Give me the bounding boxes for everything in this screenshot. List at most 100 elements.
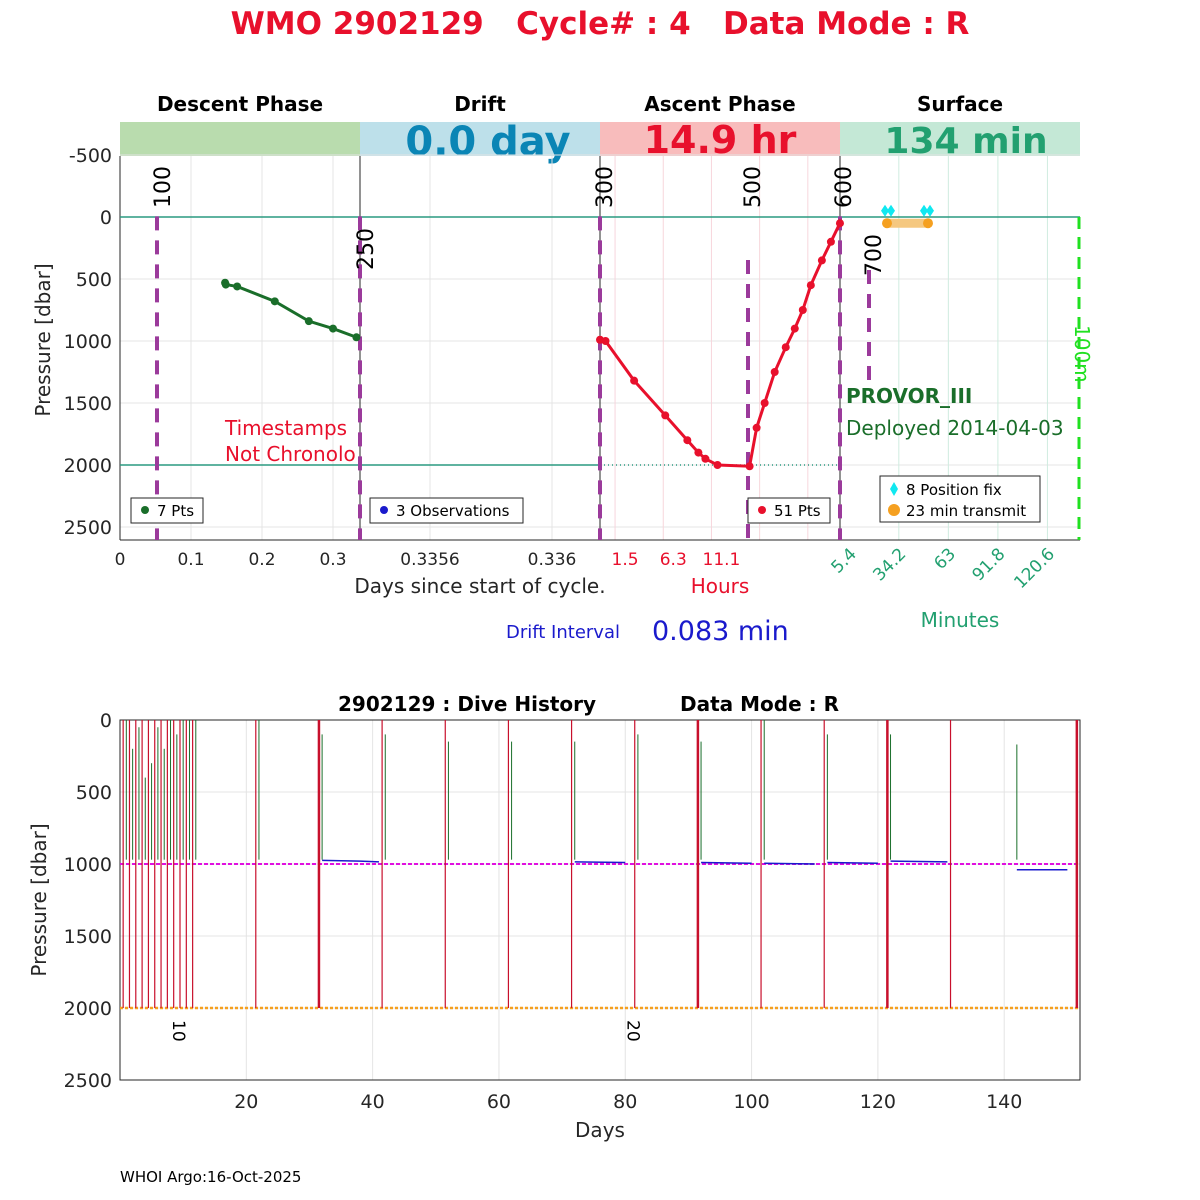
position-fix-point xyxy=(926,204,934,217)
ascent-x-tick: 11.1 xyxy=(703,550,741,570)
drift-segment xyxy=(359,860,379,863)
ascent-band xyxy=(600,122,840,156)
ascent-point xyxy=(752,423,761,432)
surface-legend-fix: 8 Position fix xyxy=(906,481,1002,499)
top-y-ticks: -500 0 500 1000 1500 2000 2500 xyxy=(64,145,112,539)
ascent-point xyxy=(630,376,639,385)
timestamps-note-line2: Not Chronolo xyxy=(225,442,356,466)
ascent-phase-label: Ascent Phase xyxy=(644,92,795,116)
event-code-label: 250 xyxy=(354,228,379,270)
top-plot-area: 100 250 300 500 600 700 100m xyxy=(119,156,1094,541)
event-code-label: 100 xyxy=(151,166,176,208)
drift-band xyxy=(360,122,600,156)
top-y-tick-label: 2500 xyxy=(64,517,112,539)
event-code-label: 500 xyxy=(741,166,766,208)
ascent-series-line xyxy=(599,222,842,468)
surface-duration: 134 min xyxy=(884,121,1047,162)
figure-title: WMO 2902129 Cycle# : 4 Data Mode : R xyxy=(231,6,970,42)
descent-x-tick: 0.1 xyxy=(177,550,204,570)
history-x-tick: 100 xyxy=(733,1091,769,1113)
descent-phase-label: Descent Phase xyxy=(157,92,323,116)
ascent-legend: 51 Pts xyxy=(747,497,831,524)
float-deployed: Deployed 2014-04-03 xyxy=(846,416,1064,440)
history-y-tick: 1500 xyxy=(64,926,112,948)
transmit-point xyxy=(923,218,933,229)
ascent-point xyxy=(781,343,790,352)
surface-legend: 8 Position fix 23 min transmit xyxy=(879,475,1041,523)
drift-interval-label: Drift Interval xyxy=(506,622,620,643)
position-fix-point xyxy=(887,204,895,217)
surface-100m-label: 100m xyxy=(1070,325,1094,383)
top-y-axis-label: Pressure [dbar] xyxy=(31,263,55,416)
dive-history-grid xyxy=(120,720,1080,1080)
ascent-point xyxy=(790,324,799,333)
history-x-tick: 120 xyxy=(860,1091,896,1113)
history-y-tick: 500 xyxy=(76,782,112,804)
history-y-tick: 0 xyxy=(100,710,112,732)
ascent-point xyxy=(713,461,722,469)
history-x-tick: 40 xyxy=(361,1091,385,1113)
descent-point xyxy=(221,280,230,289)
drift-legend-text: 3 Observations xyxy=(396,502,510,520)
dive-history-ticks: 0 500 1000 1500 2000 2500 20 40 60 80 100 120 140 xyxy=(64,710,1023,1113)
ascent-point xyxy=(798,306,807,314)
ascent-point xyxy=(701,454,710,463)
ascent-point xyxy=(826,237,835,246)
ascent-point xyxy=(661,411,670,420)
ascent-point xyxy=(760,399,769,407)
history-x-tick: 140 xyxy=(986,1091,1022,1113)
surface-x-tick: 63 xyxy=(930,544,959,573)
position-fix-point xyxy=(920,204,928,217)
drift-segment xyxy=(322,859,361,862)
drift-interval-value: 0.083 min xyxy=(652,616,789,647)
drift-segment xyxy=(890,860,948,863)
dive-history-xlabel: Days xyxy=(575,1118,625,1142)
descent-point xyxy=(304,317,313,326)
ascent-point xyxy=(601,337,610,345)
drift-segment xyxy=(574,861,626,864)
surface-x-tick: 120.6 xyxy=(1010,544,1059,593)
ascent-point xyxy=(694,448,703,457)
history-x-tick: 80 xyxy=(613,1091,637,1113)
descent-point xyxy=(352,333,361,342)
history-y-tick: 2000 xyxy=(64,998,112,1020)
history-y-tick: 2500 xyxy=(64,1070,112,1092)
float-model: PROVOR_III xyxy=(846,384,972,408)
dive-history-ylabel: Pressure [dbar] xyxy=(27,823,51,976)
ascent-legend-text: 51 Pts xyxy=(774,502,821,520)
descent-legend-text: 7 Pts xyxy=(157,502,194,520)
ascent-point xyxy=(817,256,826,265)
surface-phase-label: Surface xyxy=(917,92,1003,116)
top-y-tick-label: 500 xyxy=(76,269,112,291)
event-code-label: 700 xyxy=(862,234,887,276)
descent-legend: 7 Pts xyxy=(130,497,204,524)
footer-credit: WHOI Argo:16-Oct-2025 xyxy=(120,1168,301,1186)
timestamps-note-line1: Timestamps xyxy=(224,416,347,440)
ascent-point xyxy=(683,436,692,445)
days-axis-label: Days since start of cycle. xyxy=(354,574,605,598)
descent-x-tick: 0.3 xyxy=(319,550,346,570)
history-frame xyxy=(119,719,1081,1081)
drift-segment xyxy=(701,861,752,865)
descent-point xyxy=(233,282,242,291)
ascent-point xyxy=(770,368,779,376)
surface-x-tick: 91.8 xyxy=(969,544,1010,585)
top-y-tick-label: 1000 xyxy=(64,331,112,353)
descent-x-tick: 0.2 xyxy=(248,550,275,570)
surface-x-tick: 5.4 xyxy=(828,544,861,577)
top-y-tick-label: 2000 xyxy=(64,455,112,477)
descent-band xyxy=(120,122,360,156)
surface-legend-transmit: 23 min transmit xyxy=(906,502,1026,520)
event-code-label: 300 xyxy=(593,166,618,208)
dive-history-mode: Data Mode : R xyxy=(680,692,839,716)
top-y-tick-label: 1500 xyxy=(64,393,112,415)
surface-x-tick: 34.2 xyxy=(869,544,910,585)
ascent-point xyxy=(745,462,754,471)
transmit-point xyxy=(882,218,892,229)
event-code-label: 600 xyxy=(832,166,857,208)
drift-duration: 0.0 day xyxy=(405,119,570,165)
history-y-tick: 1000 xyxy=(64,854,112,876)
drift-phase-label: Drift xyxy=(454,92,506,116)
dive-history-plot: 10 20 xyxy=(119,719,1081,1081)
